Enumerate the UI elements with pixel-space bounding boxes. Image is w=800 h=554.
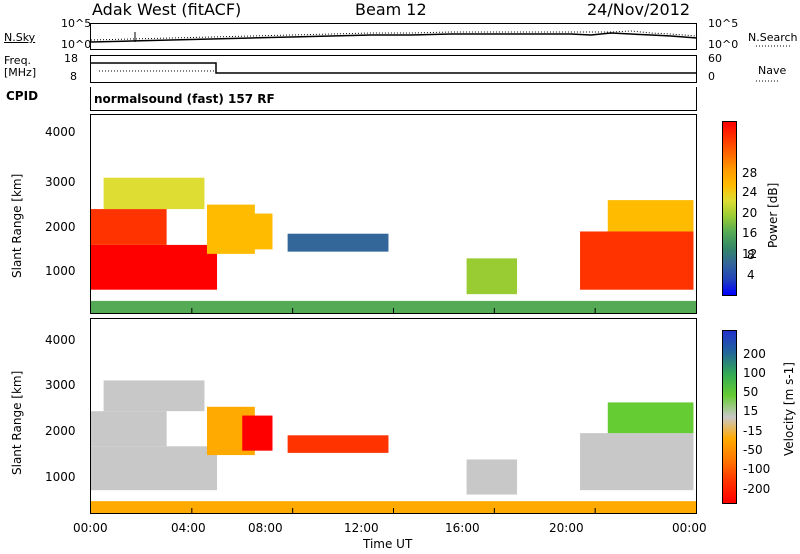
nsearch-tick-low: 10^0 bbox=[708, 38, 739, 51]
vel-ytick-3000: 3000 bbox=[45, 378, 76, 392]
power-ytick-1000: 1000 bbox=[45, 264, 76, 278]
power-heatmap bbox=[91, 177, 696, 313]
velocity-panel bbox=[90, 318, 697, 514]
velocity-heatmap bbox=[91, 380, 696, 513]
vel-ytick-2000: 2000 bbox=[45, 424, 76, 438]
noise-sky-line bbox=[90, 32, 698, 43]
xtick-2: 08:00 bbox=[248, 521, 283, 535]
cpid-panel: normalsound (fast) 157 RF bbox=[90, 87, 697, 111]
vel-cb-tick-m15: -15 bbox=[743, 424, 763, 438]
vel-ytick-4000: 4000 bbox=[45, 333, 76, 347]
xtick-1: 04:00 bbox=[171, 521, 206, 535]
freq-label-1: Freq. bbox=[4, 54, 32, 67]
power-cb-label: Power [dB] bbox=[766, 182, 780, 248]
power-cb-tick-16: 16 bbox=[742, 226, 758, 240]
date-label: 24/Nov/2012 bbox=[587, 0, 691, 19]
vel-cb-tick-15: 15 bbox=[743, 404, 759, 418]
velocity-colorbar-gradient bbox=[723, 331, 736, 503]
echo-region bbox=[580, 433, 694, 491]
vel-cb-tick-m100: -100 bbox=[743, 462, 771, 476]
echo-region bbox=[607, 402, 694, 434]
cpid-value: normalsound (fast) 157 RF bbox=[94, 92, 275, 106]
vel-cb-tick-m200: -200 bbox=[743, 482, 771, 496]
echo-region bbox=[91, 244, 218, 290]
nsky-tick-low: 10^0 bbox=[61, 38, 92, 51]
power-ytick-2000: 2000 bbox=[45, 220, 76, 234]
vel-ylabel: Slant Range [km] bbox=[10, 370, 24, 475]
echo-region bbox=[103, 177, 205, 210]
xtick-5: 20:00 bbox=[549, 521, 584, 535]
power-ylabel: Slant Range [km] bbox=[10, 173, 24, 278]
noise-plot bbox=[90, 30, 698, 43]
echo-region bbox=[242, 415, 273, 451]
power-cb-tick-8: 8 bbox=[747, 248, 755, 262]
vel-cb-label: Velocity [m s-1] bbox=[782, 362, 796, 456]
echo-region bbox=[91, 300, 696, 313]
noise-panel bbox=[90, 23, 698, 50]
nsky-label: N.Sky bbox=[4, 31, 36, 44]
power-cb-tick-12: 12 bbox=[742, 247, 758, 261]
freq-tick-high: 18 bbox=[64, 52, 78, 65]
velocity-colorbar bbox=[722, 330, 737, 504]
echo-region bbox=[91, 411, 167, 447]
xtick-6: 00:00 bbox=[672, 521, 707, 535]
echo-region bbox=[466, 459, 518, 495]
cpid-label: CPID bbox=[6, 89, 39, 103]
power-colorbar-gradient bbox=[723, 122, 736, 295]
station-title: Adak West (fitACF) bbox=[92, 0, 242, 19]
nave-legend bbox=[756, 80, 778, 82]
vel-ytick-1000: 1000 bbox=[45, 470, 76, 484]
echo-region bbox=[91, 501, 696, 513]
vel-cb-tick-50: 50 bbox=[743, 385, 759, 399]
power-cb-tick-4: 4 bbox=[747, 268, 755, 282]
freq-label-2: [MHz] bbox=[4, 66, 37, 79]
echo-region bbox=[103, 380, 205, 412]
nsearch-label: N.Search bbox=[748, 31, 798, 44]
xtick-4: 16:00 bbox=[445, 521, 480, 535]
xtick-0: 00:00 bbox=[73, 521, 108, 535]
power-ytick-4000: 4000 bbox=[45, 125, 76, 139]
freq-panel bbox=[90, 55, 697, 83]
beam-label: Beam 12 bbox=[355, 0, 427, 19]
freq-tick-low: 8 bbox=[70, 70, 77, 83]
noise-search-line bbox=[90, 30, 698, 41]
power-cb-tick-20: 20 bbox=[742, 206, 758, 220]
nave-label: Nave bbox=[758, 64, 787, 77]
echo-region bbox=[287, 435, 389, 453]
nsearch-legend bbox=[756, 45, 792, 47]
nave-tick-low: 0 bbox=[708, 70, 715, 83]
echo-region bbox=[91, 446, 218, 491]
power-ytick-3000: 3000 bbox=[45, 175, 76, 189]
power-cb-tick-24: 24 bbox=[742, 185, 758, 199]
echo-region bbox=[466, 258, 518, 295]
echo-region bbox=[580, 231, 694, 290]
freq-line bbox=[91, 62, 697, 74]
vel-cb-tick-m50: -50 bbox=[743, 443, 763, 457]
echo-region bbox=[91, 209, 167, 245]
vel-cb-tick-100: 100 bbox=[743, 366, 766, 380]
echo-region bbox=[607, 200, 694, 232]
power-colorbar bbox=[722, 121, 737, 296]
power-cb-tick-28: 28 bbox=[742, 166, 758, 180]
nsearch-tick-high: 10^5 bbox=[708, 17, 739, 30]
freq-plot bbox=[91, 62, 697, 74]
echo-region bbox=[287, 233, 389, 252]
xtick-3: 12:00 bbox=[344, 521, 379, 535]
power-panel bbox=[90, 114, 697, 314]
nsky-tick-high: 10^5 bbox=[61, 17, 92, 30]
nave-tick-high: 60 bbox=[708, 52, 722, 65]
echo-region bbox=[242, 213, 273, 250]
vel-cb-tick-200: 200 bbox=[743, 347, 766, 361]
xaxis-label: Time UT bbox=[363, 537, 413, 551]
